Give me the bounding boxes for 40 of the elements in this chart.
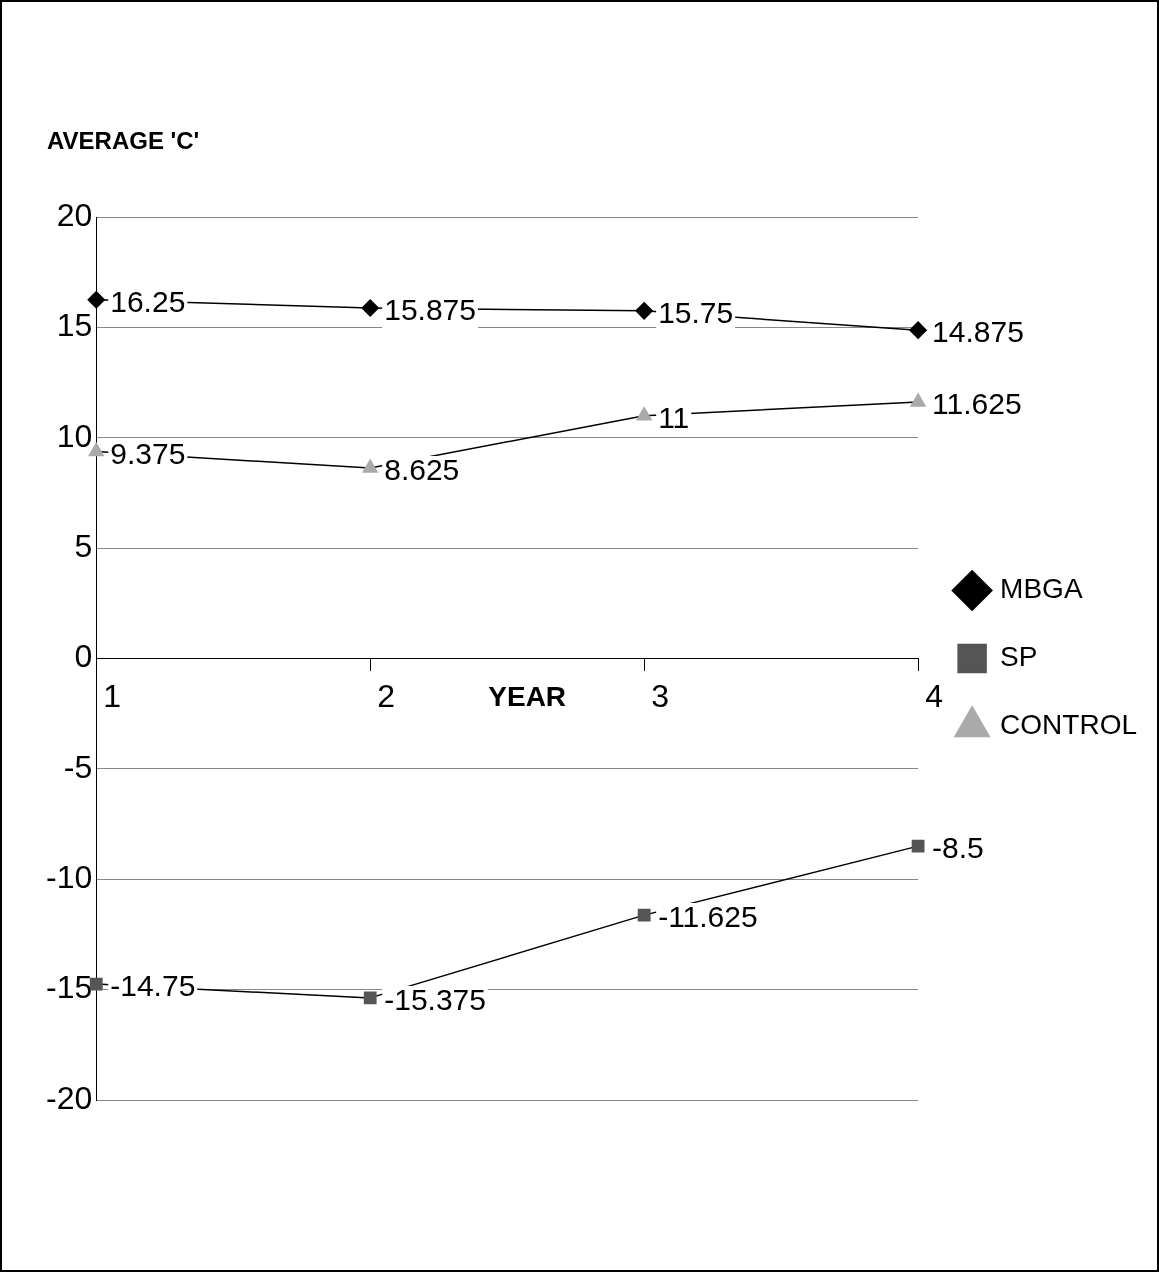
y-tick-label: -5 bbox=[63, 748, 93, 785]
x-axis-title: YEAR bbox=[488, 681, 567, 713]
y-tick-label: 10 bbox=[56, 417, 93, 454]
point bbox=[637, 908, 651, 922]
data-label: -15.375 bbox=[384, 983, 486, 1017]
data-label: -8.5 bbox=[932, 831, 984, 865]
data-label: 14.875 bbox=[932, 315, 1024, 349]
data-label: -11.625 bbox=[658, 900, 758, 934]
point bbox=[362, 459, 378, 473]
y-tick-label: -10 bbox=[46, 859, 93, 896]
y-axis-title: AVERAGE 'C' bbox=[47, 126, 200, 154]
point bbox=[911, 839, 925, 853]
y-tick-label: 15 bbox=[56, 307, 93, 344]
y-tick-label: 5 bbox=[74, 527, 93, 564]
data-label: 11 bbox=[658, 400, 690, 434]
legend-label: SP bbox=[1000, 641, 1038, 673]
point bbox=[361, 299, 379, 317]
point bbox=[363, 991, 377, 1005]
data-label: 8.625 bbox=[384, 453, 460, 487]
legend-label: CONTROL bbox=[1000, 709, 1138, 741]
data-label: 11.625 bbox=[932, 387, 1022, 421]
y-tick-label: -20 bbox=[46, 1079, 93, 1116]
legend-label: MBGA bbox=[1000, 573, 1083, 605]
point bbox=[910, 393, 926, 407]
point bbox=[87, 291, 105, 309]
x-tick-label: 1 bbox=[103, 677, 122, 714]
x-tick-label: 3 bbox=[651, 677, 670, 714]
data-label: -14.75 bbox=[110, 969, 196, 1003]
y-tick-label: 20 bbox=[56, 196, 93, 233]
y-tick-label: 0 bbox=[74, 638, 93, 675]
data-label: 9.375 bbox=[110, 436, 186, 470]
point bbox=[909, 321, 927, 339]
x-tick-label: 2 bbox=[377, 677, 396, 714]
data-label: 16.25 bbox=[110, 285, 186, 319]
data-label: 15.875 bbox=[384, 293, 476, 327]
point bbox=[636, 406, 652, 421]
x-tick-label: 4 bbox=[925, 677, 943, 714]
data-label: 15.75 bbox=[658, 296, 734, 330]
y-tick-label: -15 bbox=[46, 969, 93, 1006]
point bbox=[635, 302, 653, 320]
